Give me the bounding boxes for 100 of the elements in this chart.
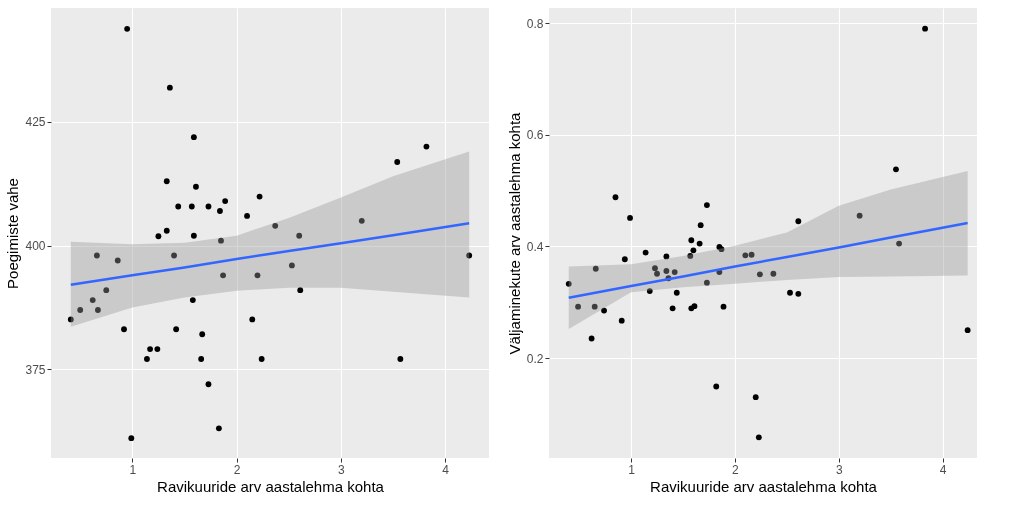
point <box>272 222 279 229</box>
point <box>423 143 430 150</box>
point <box>671 269 678 275</box>
point <box>575 303 581 310</box>
point <box>190 134 197 141</box>
point <box>218 237 224 244</box>
point <box>220 272 226 279</box>
point <box>95 307 101 313</box>
point <box>205 381 212 388</box>
point <box>171 252 177 259</box>
point <box>601 307 607 314</box>
point <box>93 252 100 259</box>
point <box>297 287 304 294</box>
point <box>258 356 265 362</box>
x-tick-label: 4 <box>939 462 947 477</box>
point <box>690 247 697 254</box>
x-tick-label: 1 <box>129 462 137 477</box>
point <box>663 268 670 274</box>
point <box>67 316 74 323</box>
y-tick-label: 0.2 <box>526 351 544 366</box>
point <box>193 183 199 190</box>
line-series <box>69 222 471 286</box>
point <box>795 218 802 225</box>
point <box>673 289 680 296</box>
point <box>288 262 295 269</box>
point <box>163 178 170 185</box>
point <box>591 303 598 310</box>
x-tick-label: 1 <box>628 462 636 477</box>
point <box>154 346 161 352</box>
point <box>199 331 206 338</box>
point <box>358 217 365 224</box>
point <box>893 166 899 173</box>
point <box>190 232 197 239</box>
point <box>713 383 720 390</box>
point <box>922 25 928 32</box>
point <box>205 203 212 210</box>
point <box>588 335 595 342</box>
point <box>147 346 153 352</box>
y-tick-label: 375 <box>25 362 46 377</box>
point <box>249 316 256 323</box>
point <box>215 425 222 432</box>
point <box>144 356 150 362</box>
point <box>618 317 625 324</box>
x-axis-title: Ravikuuride arv aastalehma kohta <box>157 477 385 495</box>
y-axis-title: Väljaminekute arv aastalehma kohta <box>505 111 523 355</box>
point <box>703 202 710 208</box>
point <box>217 208 223 214</box>
point <box>175 203 182 210</box>
point <box>687 252 694 259</box>
line-series <box>567 221 969 300</box>
point <box>787 289 793 296</box>
point <box>244 213 250 219</box>
point <box>254 272 261 279</box>
point <box>795 290 802 297</box>
point <box>627 215 633 221</box>
x-axis-title: Ravikuuride arv aastalehma kohta <box>650 477 878 495</box>
point <box>188 203 195 210</box>
y-tick-label: 0.4 <box>526 239 544 254</box>
point <box>173 326 180 333</box>
point <box>89 297 96 303</box>
point <box>621 256 628 263</box>
y-tick-label: 425 <box>25 115 46 130</box>
point <box>688 237 695 244</box>
point <box>755 434 762 441</box>
point <box>114 257 121 264</box>
x-tick-label: 2 <box>732 462 740 477</box>
point <box>652 265 658 272</box>
point <box>669 305 676 312</box>
x-tick-label: 2 <box>233 462 241 477</box>
point <box>128 435 135 442</box>
y-tick-label: 0.8 <box>526 16 544 31</box>
point <box>121 326 127 333</box>
point <box>256 193 263 200</box>
y-axis-title: Poegimiste vahe <box>4 178 22 289</box>
point <box>166 84 173 91</box>
point <box>163 227 170 234</box>
point <box>642 249 649 256</box>
point <box>748 251 755 258</box>
point <box>592 265 599 272</box>
y-tick-label: 0.6 <box>526 128 544 143</box>
point <box>565 280 572 287</box>
point <box>124 25 131 32</box>
point <box>696 240 703 247</box>
x-tick-label: 4 <box>442 462 450 477</box>
point <box>612 194 619 201</box>
point <box>646 288 653 294</box>
point <box>296 232 303 239</box>
point <box>697 222 704 229</box>
point <box>770 270 777 277</box>
point <box>654 270 660 277</box>
point <box>856 212 863 219</box>
point <box>896 240 902 247</box>
point <box>397 356 404 362</box>
point <box>466 252 473 259</box>
point <box>752 394 759 401</box>
point <box>964 327 971 334</box>
point <box>155 233 162 240</box>
point <box>394 159 401 165</box>
point <box>720 303 727 310</box>
point <box>663 253 670 260</box>
